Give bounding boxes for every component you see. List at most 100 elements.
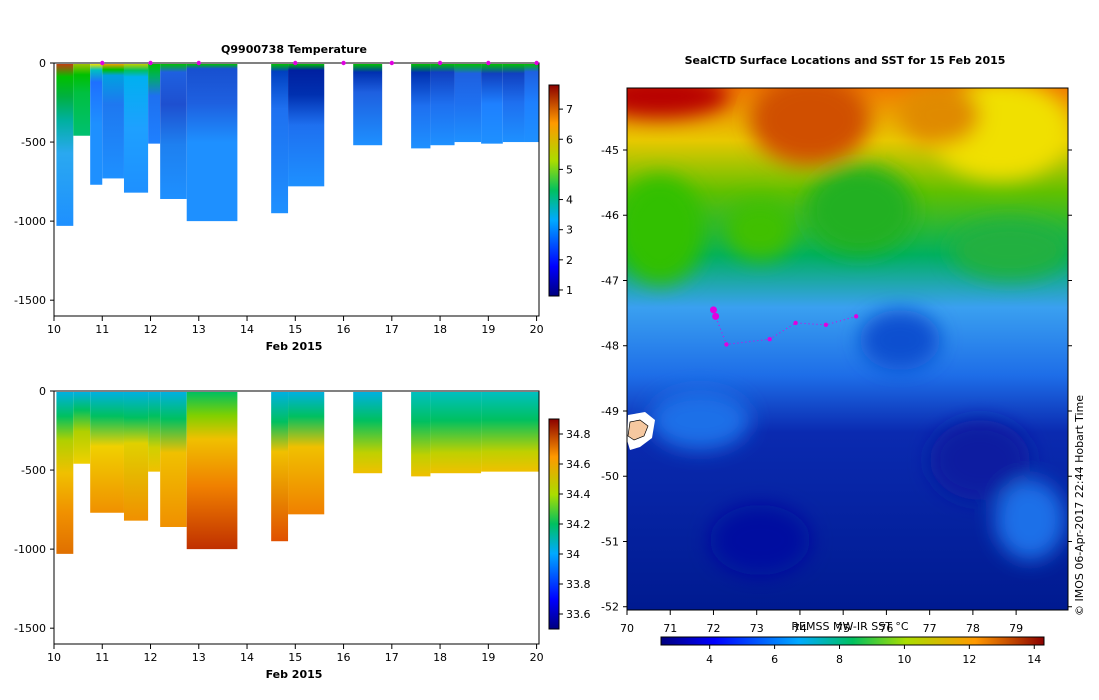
salinity-x-tick-label: 17 (385, 651, 399, 664)
temperature-profile-column (186, 64, 238, 222)
temperature-profile-column (148, 64, 161, 144)
map-y-tick-label: -47 (601, 274, 619, 287)
temperature-x-tick-label: 12 (144, 323, 158, 336)
sst-field (627, 88, 1068, 610)
salinity-profile-column (56, 392, 74, 554)
seal-track (709, 306, 859, 347)
map-title: SealCTD Surface Locations and SST for 15… (685, 54, 1006, 67)
temperature-x-tick-label: 20 (530, 323, 544, 336)
map-y-tick-label: -46 (601, 209, 619, 222)
temperature-profile-column (288, 64, 325, 187)
sst-colorbar-tick-label: 10 (897, 653, 911, 666)
temperature-xlabel: Feb 2015 (266, 340, 323, 353)
salinity-plot-frame (53, 390, 540, 645)
salinity-profile-column (271, 392, 289, 542)
profile-marker (486, 60, 491, 66)
profile-marker (148, 60, 153, 66)
sst-colorbar-tick-label: 6 (771, 653, 778, 666)
salinity-profile-column (123, 392, 149, 521)
map-y-tick-label: -49 (601, 405, 619, 418)
sst-colorbar-tick-label: 8 (836, 653, 843, 666)
salinity-panel: 0 -500 -1000 -1500 10 11 12 13 14 15 16 17 18 19 20 F… (14, 385, 590, 681)
salinity-profile-column (73, 392, 91, 464)
colorbar-tick-label: 6 (566, 133, 573, 146)
seal-location (709, 306, 717, 314)
salinity-x-tick-label: 11 (95, 651, 109, 664)
salinity-colorbar-ticks: 33.6 33.8 34 34.2 34.4 34.6 34.8 (559, 428, 591, 621)
salinity-x-tick-label: 14 (240, 651, 254, 664)
map-x-axis: 70 71 72 73 74 75 76 77 78 79 (620, 610, 1023, 635)
temperature-profile-column (123, 64, 149, 193)
map-x-tick-label: 70 (620, 622, 634, 635)
salinity-xlabel: Feb 2015 (266, 668, 323, 681)
salinity-colorbar (548, 418, 560, 630)
salinity-profile-column (90, 392, 124, 513)
temperature-x-tick-label: 11 (95, 323, 109, 336)
profile-marker (196, 60, 201, 66)
salinity-profile-column (430, 392, 482, 474)
temperature-profile-column (430, 64, 455, 146)
temperature-profile-column (56, 64, 74, 226)
map-x-tick-label: 77 (923, 622, 937, 635)
salinity-x-tick-label: 20 (530, 651, 544, 664)
salinity-x-tick-label: 19 (481, 651, 495, 664)
map-x-tick-label: 74 (793, 622, 807, 635)
map-y-tick-label: -50 (601, 470, 619, 483)
temperature-profile-column (73, 64, 91, 136)
temperature-x-tick-label: 14 (240, 323, 254, 336)
map-y-axis: -45 -46 -47 -48 -49 -50 -51 -52 (601, 144, 1072, 614)
profile-marker (437, 60, 443, 66)
salinity-columns (56, 392, 539, 554)
salinity-x-tick-label: 18 (433, 651, 447, 664)
temperature-profile-column (454, 64, 482, 143)
salinity-y-tick-label: -500 (21, 464, 46, 477)
salinity-x-tick-label: 16 (337, 651, 351, 664)
map-x-tick-label: 71 (663, 622, 677, 635)
temperature-colorbar (548, 84, 560, 297)
colorbar-tick-label: 3 (566, 224, 573, 237)
temperature-y-tick-label: -1500 (14, 294, 46, 307)
colorbar-tick-label: 33.8 (566, 578, 591, 591)
sst-colorbar-tick-label: 14 (1027, 653, 1041, 666)
map-y-tick-label: -48 (601, 340, 619, 353)
salinity-profile-column (160, 392, 187, 527)
map-x-tick-label: 78 (966, 622, 980, 635)
temperature-colorbar-ticks: 1 2 3 4 5 6 7 (559, 103, 573, 297)
map-x-tick-label: 76 (879, 622, 893, 635)
temperature-profile-column (524, 64, 539, 143)
map-x-tick-label: 75 (836, 622, 850, 635)
salinity-y-axis: 0 -500 -1000 -1500 (14, 385, 54, 635)
salinity-x-tick-label: 13 (192, 651, 206, 664)
colorbar-tick-label: 34.6 (566, 458, 591, 471)
seal-location (724, 342, 729, 347)
sst-map-panel: SealCTD Surface Locations and SST for 15… (601, 54, 1086, 666)
salinity-x-axis: 10 11 12 13 14 15 16 17 18 19 20 (47, 644, 544, 664)
seal-location (793, 320, 798, 326)
salinity-y-tick-label: -1000 (14, 543, 46, 556)
profile-marker (100, 60, 105, 66)
temperature-columns (56, 64, 539, 226)
salinity-x-tick-label: 12 (144, 651, 158, 664)
colorbar-tick-label: 4 (566, 194, 573, 207)
seal-location (853, 314, 859, 319)
temperature-x-axis: 10 11 12 13 14 15 16 17 18 19 20 (47, 316, 544, 336)
temperature-x-tick-label: 13 (192, 323, 206, 336)
temperature-y-tick-label: 0 (39, 57, 46, 70)
temperature-x-tick-label: 10 (47, 323, 61, 336)
map-y-tick-label: -51 (601, 535, 619, 548)
colorbar-tick-label: 5 (566, 163, 573, 176)
salinity-profile-column (288, 392, 325, 515)
colorbar-tick-label: 7 (566, 103, 573, 116)
temperature-x-tick-label: 16 (337, 323, 351, 336)
colorbar-tick-label: 34 (566, 548, 580, 561)
profile-marker (341, 60, 346, 66)
map-x-tick-label: 72 (706, 622, 720, 635)
temperature-profile-column (102, 64, 124, 179)
colorbar-tick-label: 33.6 (566, 608, 591, 621)
map-x-tick-label: 79 (1009, 622, 1023, 635)
colorbar-tick-label: 34.8 (566, 428, 591, 441)
sst-colorbar (660, 636, 1045, 646)
profile-marker (534, 60, 539, 66)
colorbar-tick-label: 1 (566, 284, 573, 297)
